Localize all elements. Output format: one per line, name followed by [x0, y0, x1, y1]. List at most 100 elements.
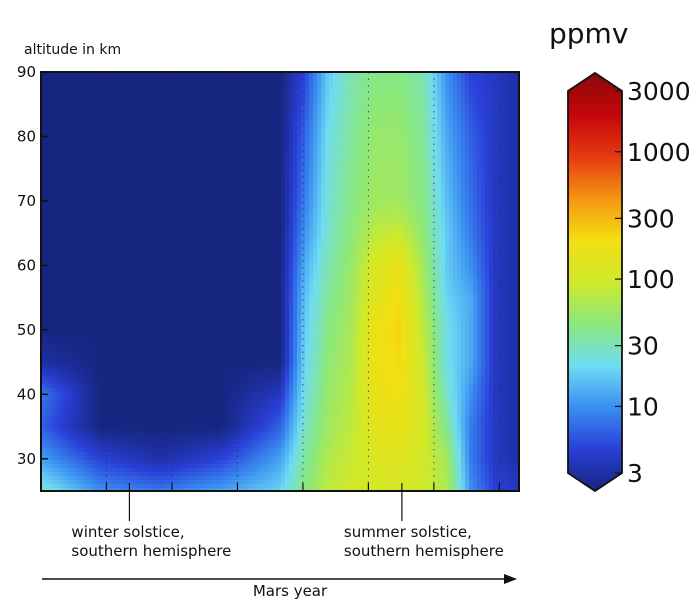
heatmap-cell	[417, 108, 422, 113]
heatmap-cell	[289, 84, 294, 89]
heatmap-cell	[157, 176, 162, 181]
heatmap-cell	[449, 184, 454, 189]
heatmap-cell	[365, 232, 370, 237]
heatmap-cell	[329, 216, 334, 221]
heatmap-cell	[505, 148, 510, 153]
heatmap-cell	[465, 116, 470, 121]
heatmap-cell	[129, 72, 134, 77]
heatmap-cell	[249, 140, 254, 145]
heatmap-cell	[45, 236, 50, 241]
heatmap-cell	[93, 136, 98, 141]
heatmap-cell	[185, 204, 190, 209]
heatmap-cell	[317, 136, 322, 141]
heatmap-cell	[473, 152, 478, 157]
heatmap-cell	[145, 128, 150, 133]
heatmap-cell	[317, 228, 322, 233]
heatmap-cell	[441, 160, 446, 165]
heatmap-cell	[49, 80, 54, 85]
heatmap-cell	[345, 192, 350, 197]
heatmap-cell	[457, 176, 462, 181]
heatmap-cell	[481, 92, 486, 97]
heatmap-cell	[213, 72, 218, 77]
heatmap-cell	[65, 100, 70, 105]
heatmap-cell	[389, 224, 394, 229]
heatmap-cell	[497, 208, 502, 213]
heatmap-cell	[445, 140, 450, 145]
heatmap-cell	[513, 184, 518, 189]
heatmap-cell	[141, 72, 146, 77]
heatmap-cell	[221, 224, 226, 229]
heatmap-cell	[245, 184, 250, 189]
heatmap-cell	[49, 128, 54, 133]
heatmap-cell	[281, 124, 286, 129]
heatmap-cell	[309, 224, 314, 229]
heatmap-cell	[61, 96, 66, 101]
heatmap-cell	[137, 128, 142, 133]
heatmap-cell	[389, 148, 394, 153]
heatmap-cell	[417, 160, 422, 165]
heatmap-cell	[321, 172, 326, 177]
heatmap-cell	[277, 108, 282, 113]
heatmap-cell	[49, 116, 54, 121]
heatmap-cell	[289, 188, 294, 193]
heatmap-cell	[121, 152, 126, 157]
heatmap-cell	[265, 176, 270, 181]
heatmap-cell	[53, 124, 58, 129]
heatmap-cell	[425, 224, 430, 229]
heatmap-cell	[449, 192, 454, 197]
heatmap-cell	[249, 108, 254, 113]
heatmap-cell	[421, 140, 426, 145]
heatmap-cell	[73, 152, 78, 157]
heatmap-cell	[249, 180, 254, 185]
heatmap-cell	[217, 176, 222, 181]
heatmap-cell	[225, 216, 230, 221]
heatmap-cell	[105, 180, 110, 185]
heatmap-cell	[377, 96, 382, 101]
heatmap-cell	[89, 212, 94, 217]
heatmap-cell	[329, 124, 334, 129]
heatmap-cell	[125, 108, 130, 113]
heatmap-cell	[225, 124, 230, 129]
heatmap-cell	[285, 208, 290, 213]
heatmap-cell	[313, 112, 318, 117]
heatmap-cell	[133, 72, 138, 77]
heatmap-cell	[205, 216, 210, 221]
heatmap-cell	[193, 208, 198, 213]
heatmap-cell	[73, 108, 78, 113]
heatmap-cell	[469, 92, 474, 97]
heatmap-cell	[65, 208, 70, 213]
heatmap-cell	[225, 168, 230, 173]
heatmap-cell	[337, 88, 342, 93]
heatmap-cell	[117, 232, 122, 237]
heatmap-cell	[493, 88, 498, 93]
heatmap-cell	[253, 144, 258, 149]
heatmap-cell	[185, 192, 190, 197]
heatmap-cell	[457, 108, 462, 113]
heatmap-cell	[485, 176, 490, 181]
heatmap-cell	[157, 160, 162, 165]
heatmap-cell	[373, 228, 378, 233]
heatmap-cell	[413, 92, 418, 97]
heatmap-cell	[449, 88, 454, 93]
heatmap-cell	[105, 104, 110, 109]
heatmap-cell	[197, 116, 202, 121]
heatmap-cell	[365, 176, 370, 181]
heatmap-cell	[109, 116, 114, 121]
heatmap-cell	[201, 76, 206, 81]
heatmap-cell	[349, 128, 354, 133]
heatmap-cell	[141, 156, 146, 161]
heatmap-cell	[161, 188, 166, 193]
heatmap-cell	[289, 224, 294, 229]
heatmap-cell	[241, 172, 246, 177]
heatmap-cell	[509, 124, 514, 129]
heatmap-cell	[337, 76, 342, 81]
heatmap-cell	[189, 164, 194, 169]
heatmap-cell	[233, 152, 238, 157]
heatmap-cell	[297, 200, 302, 205]
heatmap-cell	[205, 176, 210, 181]
heatmap-cell	[321, 88, 326, 93]
heatmap-cell	[337, 92, 342, 97]
heatmap-cell	[257, 184, 262, 189]
heatmap-cell	[445, 104, 450, 109]
heatmap-cell	[237, 72, 242, 77]
